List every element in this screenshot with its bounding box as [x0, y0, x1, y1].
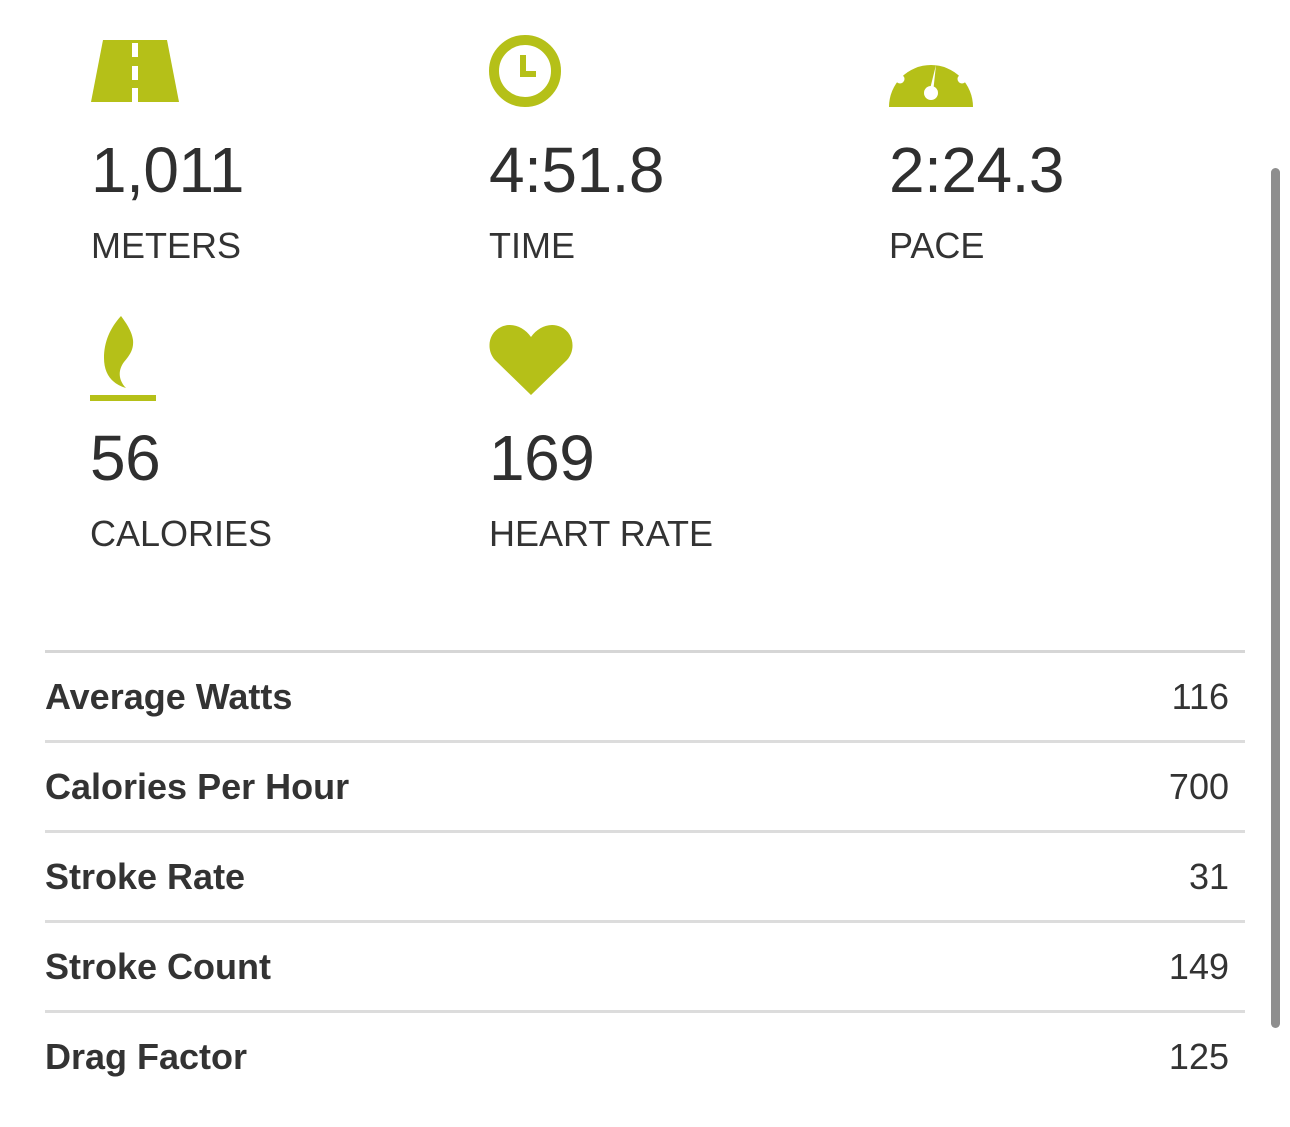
- detail-label: Average Watts: [45, 676, 293, 717]
- stat-calories: 56 CALORIES: [90, 316, 450, 556]
- stat-label: HEART RATE: [489, 513, 714, 554]
- stat-value: 1,011: [91, 134, 244, 206]
- detail-row-average-watts: Average Watts 116: [45, 650, 1245, 740]
- detail-label: Calories Per Hour: [45, 766, 350, 807]
- stat-meters: 1,011 METERS: [91, 40, 451, 280]
- detail-label: Drag Factor: [45, 1036, 248, 1077]
- clock-icon: [489, 35, 561, 107]
- detail-label: Stroke Count: [45, 946, 272, 987]
- stat-value: 2:24.3: [889, 134, 1064, 206]
- stat-heart-rate: 169 HEART RATE: [489, 323, 849, 563]
- stat-value: 56: [90, 422, 161, 494]
- stat-pace: 2:24.3 PACE: [889, 41, 1249, 281]
- flame-icon: [90, 316, 156, 402]
- detail-value: 700: [1168, 766, 1229, 807]
- heart-icon: [489, 323, 573, 395]
- detail-value: 116: [1171, 676, 1229, 717]
- stat-value: 169: [489, 422, 595, 494]
- workout-details-list: Average Watts 116 Calories Per Hour 700 …: [45, 650, 1245, 1100]
- detail-value: 125: [1168, 1036, 1229, 1077]
- detail-label: Stroke Rate: [45, 856, 246, 897]
- speedometer-icon: [889, 41, 973, 107]
- stat-time: 4:51.8 TIME: [489, 35, 849, 280]
- road-icon: [91, 40, 179, 102]
- detail-row-drag-factor: Drag Factor 125: [45, 1010, 1245, 1100]
- stat-value: 4:51.8: [489, 134, 664, 206]
- stat-label: PACE: [889, 225, 985, 266]
- vertical-scrollbar[interactable]: [1271, 168, 1280, 1028]
- stat-label: CALORIES: [90, 513, 273, 554]
- stat-label: METERS: [91, 225, 242, 266]
- stat-label: TIME: [489, 225, 575, 266]
- detail-row-stroke-count: Stroke Count 149: [45, 920, 1245, 1010]
- detail-row-stroke-rate: Stroke Rate 31: [45, 830, 1245, 920]
- detail-value: 149: [1168, 946, 1229, 987]
- detail-value: 31: [1188, 856, 1229, 897]
- detail-row-calories-per-hour: Calories Per Hour 700: [45, 740, 1245, 830]
